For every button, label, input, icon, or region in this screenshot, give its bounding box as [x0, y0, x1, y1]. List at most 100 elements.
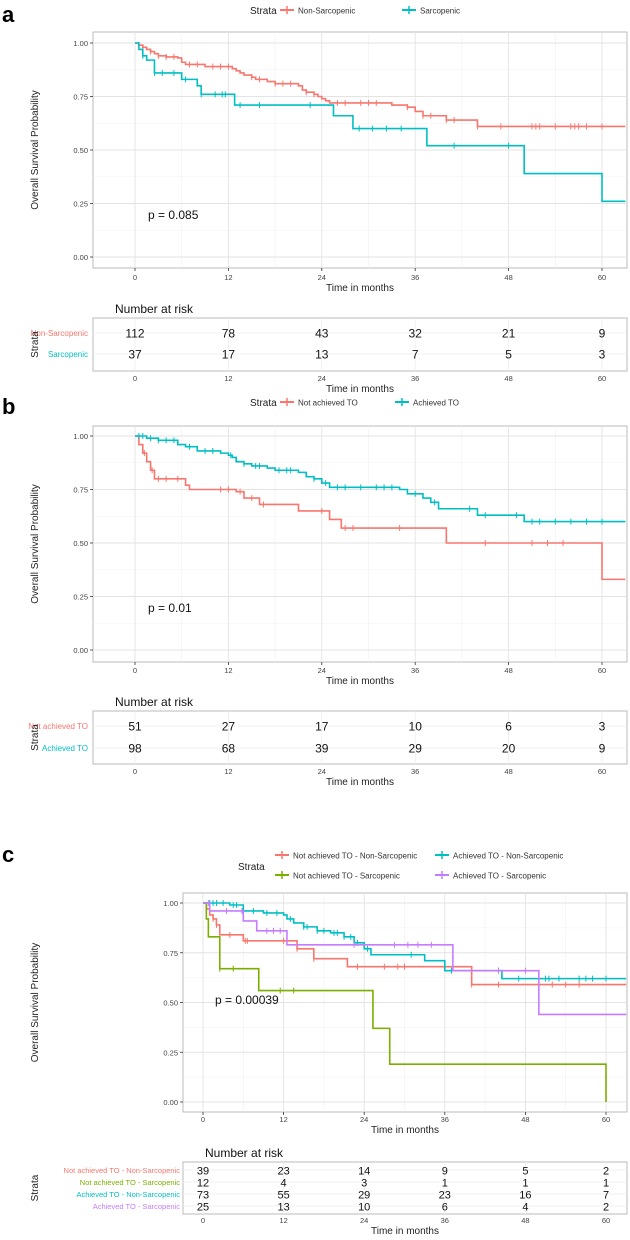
- risk-count: 6: [442, 1202, 448, 1214]
- risk-count: 10: [358, 1202, 370, 1214]
- y-tick-label: 1.00: [163, 899, 178, 908]
- risk-row-label: Not achieved TO - Sarcopenic: [80, 1178, 180, 1187]
- legend-label: Achieved TO - Sarcopenic: [453, 872, 546, 881]
- risk-count: 7: [603, 1190, 609, 1202]
- risk-count: 4: [281, 1178, 287, 1190]
- risk-row-label: Not achieved TO: [28, 722, 88, 731]
- risk-count: 27: [222, 720, 236, 734]
- panel-label: b: [2, 394, 15, 419]
- y-tick-label: 0.75: [163, 949, 178, 958]
- risk-table-title: Number at risk: [115, 695, 194, 709]
- survival-curve-1: [135, 435, 626, 523]
- risk-count: 12: [197, 1178, 209, 1190]
- risk-x-tick-label: 0: [133, 374, 137, 383]
- legend-item: Not achieved TO - Non-Sarcopenic: [275, 851, 417, 861]
- y-tick-label: 0.25: [73, 593, 88, 602]
- risk-count: 43: [315, 327, 329, 341]
- risk-y-axis-label: Strata: [30, 724, 41, 751]
- risk-count: 78: [222, 327, 236, 341]
- risk-count: 5: [522, 1166, 528, 1178]
- risk-count: 14: [358, 1166, 370, 1178]
- legend-label: Not achieved TO - Sarcopenic: [293, 872, 400, 881]
- panel-a: a Strata Non-Sarcopenic Sarcopenic0.000.250…: [2, 2, 628, 395]
- x-tick-label: 0: [133, 273, 137, 282]
- risk-count: 73: [197, 1190, 209, 1202]
- risk-count: 37: [128, 348, 142, 362]
- risk-x-tick-label: 36: [411, 767, 419, 776]
- risk-count: 7: [412, 348, 419, 362]
- risk-x-axis-label: Time in months: [371, 1226, 439, 1237]
- legend: Strata Not achieved TO - Non-Sarcopenic No…: [238, 851, 563, 881]
- risk-table-title: Number at risk: [205, 1146, 284, 1160]
- plot-background: [92, 425, 628, 663]
- risk-count: 32: [409, 327, 423, 341]
- y-tick-label: 0.25: [73, 200, 88, 209]
- risk-count: 2: [603, 1166, 609, 1178]
- legend-title: Strata: [238, 862, 265, 873]
- risk-count: 3: [599, 348, 606, 362]
- y-tick-label: 0.00: [73, 646, 88, 655]
- legend: Strata Non-Sarcopenic Sarcopenic: [250, 6, 460, 17]
- risk-row-label: Achieved TO - Sarcopenic: [93, 1202, 181, 1211]
- risk-count: 5: [505, 348, 512, 362]
- legend-label: Non-Sarcopenic: [298, 7, 355, 16]
- y-axis-label: Overall Survival Probability: [30, 90, 41, 210]
- risk-count: 112: [125, 327, 144, 341]
- risk-count: 23: [277, 1166, 289, 1178]
- risk-count: 17: [222, 348, 236, 362]
- x-tick-label: 12: [224, 273, 232, 282]
- risk-row-label: Achieved TO - Non-Sarcopenic: [76, 1190, 180, 1199]
- risk-x-axis-label: Time in months: [326, 384, 394, 395]
- legend-item: Achieved TO: [395, 398, 459, 408]
- y-tick-label: 0.75: [73, 486, 88, 495]
- risk-count: 39: [197, 1166, 209, 1178]
- gridlines: [93, 426, 627, 662]
- survival-curve-1: [135, 42, 626, 203]
- risk-count: 29: [358, 1190, 370, 1202]
- y-tick-label: 1.00: [73, 39, 88, 48]
- x-tick-label: 12: [224, 666, 232, 675]
- risk-count: 98: [128, 742, 142, 756]
- legend-title: Strata: [250, 398, 277, 409]
- y-tick-label: 0.50: [163, 999, 178, 1008]
- risk-x-tick-label: 60: [602, 1216, 610, 1225]
- legend-label: Achieved TO: [413, 399, 459, 408]
- risk-count: 1: [522, 1178, 528, 1190]
- y-tick-label: 0.00: [163, 1098, 178, 1107]
- p-value: p = 0.085: [148, 208, 199, 222]
- y-tick-label: 1.00: [73, 432, 88, 441]
- risk-table-box: [92, 317, 628, 372]
- risk-x-tick-label: 60: [598, 767, 606, 776]
- p-value: p = 0.00039: [215, 993, 279, 1007]
- risk-count: 1: [442, 1178, 448, 1190]
- risk-x-tick-label: 36: [411, 374, 419, 383]
- risk-x-tick-label: 12: [279, 1216, 287, 1225]
- risk-x-axis-label: Time in months: [326, 777, 394, 788]
- risk-count: 20: [502, 742, 516, 756]
- risk-x-tick-label: 0: [201, 1216, 205, 1225]
- risk-count: 29: [409, 742, 423, 756]
- gridlines: [93, 32, 627, 268]
- x-tick-label: 60: [598, 273, 606, 282]
- risk-count: 4: [522, 1202, 528, 1214]
- x-tick-label: 24: [318, 666, 326, 675]
- risk-table: Number at risk Not achieved TO - Non-Sarc…: [30, 1146, 628, 1237]
- x-tick-label: 36: [411, 666, 419, 675]
- risk-row-label: Achieved TO: [42, 744, 88, 753]
- risk-x-tick-label: 12: [224, 767, 232, 776]
- risk-count: 68: [222, 742, 236, 756]
- risk-count: 21: [502, 327, 516, 341]
- p-value: p = 0.01: [148, 601, 192, 615]
- y-tick-label: 0.50: [73, 539, 88, 548]
- curves: [135, 42, 626, 203]
- risk-count: 10: [409, 720, 423, 734]
- risk-x-tick-label: 24: [318, 767, 326, 776]
- x-axis-label: Time in months: [371, 1125, 439, 1136]
- legend-item: Achieved TO - Sarcopenic: [435, 871, 546, 881]
- legend-item: Not achieved TO - Sarcopenic: [275, 871, 400, 881]
- risk-table-box: [92, 710, 628, 765]
- legend-title: Strata: [250, 6, 277, 17]
- x-tick-label: 60: [602, 1115, 610, 1124]
